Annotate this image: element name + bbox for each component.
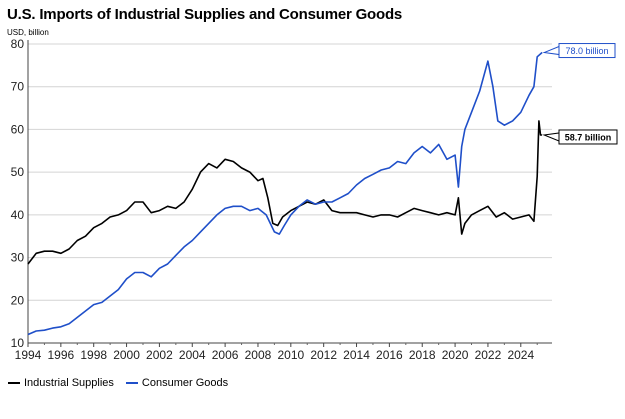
x-tick-label-2024: 2024 xyxy=(507,348,534,362)
axes: 10 20 30 40 50 60 70 80 1994 1996 1998 2000 2002 2004… xyxy=(11,37,552,362)
y-tick-label-10: 10 xyxy=(11,336,25,350)
end-label-1: 78.0 billion xyxy=(542,43,616,59)
legend-swatch-consumer xyxy=(125,382,138,384)
x-tick-label-2018: 2018 xyxy=(409,348,436,362)
y-tick-label-20: 20 xyxy=(11,293,25,307)
end-label-text-1: 78.0 billion xyxy=(565,46,608,56)
legend-swatch-industrial xyxy=(8,382,20,384)
y-tick-label-40: 40 xyxy=(11,208,25,222)
x-tick-label-1994: 1994 xyxy=(15,348,42,362)
y-tick-label-70: 70 xyxy=(11,80,25,94)
y-tick-label-50: 50 xyxy=(11,165,25,179)
x-tick-label-2006: 2006 xyxy=(212,348,239,362)
x-tick-label-2008: 2008 xyxy=(245,348,272,362)
y-tick-label-60: 60 xyxy=(11,122,25,136)
x-tick-label-2002: 2002 xyxy=(146,348,173,362)
end-label-text-0: 58.7 billion xyxy=(565,132,612,142)
x-tick-label-2010: 2010 xyxy=(277,348,304,362)
x-tick-label-2004: 2004 xyxy=(179,348,206,362)
series-lines xyxy=(27,51,543,336)
x-tick-label-1996: 1996 xyxy=(48,348,75,362)
x-tick-label-2016: 2016 xyxy=(376,348,403,362)
x-tick-label-2014: 2014 xyxy=(343,348,370,362)
legend: Industrial Supplies Consumer Goods xyxy=(8,377,228,389)
series-line-0 xyxy=(27,120,543,265)
legend-label-consumer: Consumer Goods xyxy=(141,377,229,389)
y-tick-label-80: 80 xyxy=(11,37,25,51)
end-label-box-0 xyxy=(558,129,618,145)
chart-title: U.S. Imports of Industrial Supplies and … xyxy=(7,6,403,23)
legend-label-industrial: Industrial Supplies xyxy=(24,377,114,389)
series-line-1 xyxy=(27,51,543,336)
legend-item-consumer: Consumer Goods xyxy=(125,377,229,389)
end-label-0: 58.7 billion xyxy=(542,129,618,145)
x-tick-label-1998: 1998 xyxy=(80,348,107,362)
x-tick-label-2020: 2020 xyxy=(442,348,469,362)
x-tick-label-2012: 2012 xyxy=(310,348,337,362)
gridlines xyxy=(28,43,552,301)
end-label-box-1 xyxy=(558,43,616,59)
y-tick-label-30: 30 xyxy=(11,251,25,265)
y-axis-unit-label: USD, billion xyxy=(7,28,49,37)
x-tick-label-2022: 2022 xyxy=(475,348,502,362)
end-labels: 58.7 billion 78.0 billion xyxy=(542,43,618,145)
x-tick-label-2000: 2000 xyxy=(113,348,140,362)
legend-item-industrial: Industrial Supplies xyxy=(8,377,114,389)
